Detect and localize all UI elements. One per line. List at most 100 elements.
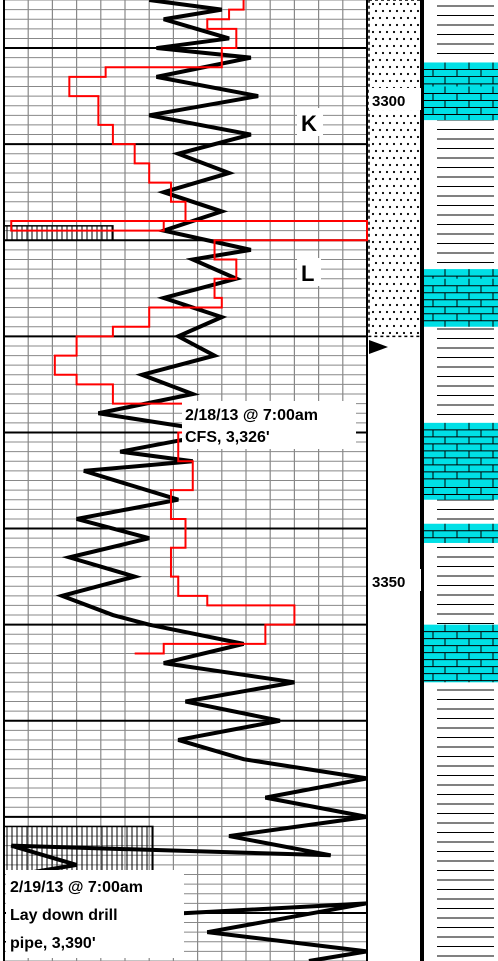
sand-dot [378, 212, 382, 216]
sand-dot [413, 254, 417, 258]
sand-dot [385, 142, 389, 146]
sand-dot [392, 212, 396, 216]
sand-dot [406, 282, 410, 286]
sand-dot [374, 23, 378, 27]
sand-dot [392, 44, 396, 48]
sand-dot [381, 191, 385, 195]
sand-dot [381, 303, 385, 307]
sand-dot [378, 170, 382, 174]
sand-dot [413, 44, 417, 48]
sand-dot [399, 296, 403, 300]
sand-dot [385, 156, 389, 160]
sand-dot [381, 233, 385, 237]
sand-dot [385, 310, 389, 314]
sand-dot [371, 240, 375, 244]
curves [10, 0, 368, 961]
sand-dot [413, 296, 417, 300]
sand-dot [388, 177, 392, 181]
sand-dot [406, 2, 410, 6]
sand-dot [371, 142, 375, 146]
sand-dot [381, 247, 385, 251]
sand-dot [399, 324, 403, 328]
sand-dot [385, 212, 389, 216]
sand-dot [371, 198, 375, 202]
sand-dot [416, 247, 420, 251]
series-line-red [10, 0, 368, 655]
sand-dot [374, 331, 378, 335]
sand-dot [402, 121, 406, 125]
annotation-bg [182, 401, 356, 449]
sand-dot [395, 289, 399, 293]
sand-dot [381, 205, 385, 209]
sand-dot [409, 331, 413, 335]
sand-dot [385, 114, 389, 118]
sand-dot [395, 303, 399, 307]
sand-dot [378, 72, 382, 76]
sand-dot [378, 240, 382, 244]
sand-dot [371, 72, 375, 76]
sand-dot [378, 44, 382, 48]
sand-dot [371, 16, 375, 20]
sand-dot [416, 205, 420, 209]
sand-dot [378, 296, 382, 300]
sand-dot [385, 268, 389, 272]
sand-dot [409, 23, 413, 27]
sand-dot [381, 331, 385, 335]
sand-dot [392, 156, 396, 160]
sand-dot [392, 2, 396, 6]
sand-dot [409, 233, 413, 237]
sand-dot [381, 219, 385, 223]
sand-dot [406, 114, 410, 118]
sand-dot [374, 51, 378, 55]
sand-dot [413, 30, 417, 34]
sand-dot [402, 289, 406, 293]
sand-dot [371, 170, 375, 174]
sand-dot [392, 198, 396, 202]
depth-label-bg [369, 88, 421, 110]
sand-dot [374, 205, 378, 209]
sand-dot [416, 149, 420, 153]
sand-dot [381, 317, 385, 321]
sand-dot [374, 317, 378, 321]
sand-dot [395, 79, 399, 83]
sand-dot [395, 65, 399, 69]
sand-dot [385, 30, 389, 34]
sand-dot [399, 240, 403, 244]
sand-dot [388, 317, 392, 321]
sand-dot [409, 37, 413, 41]
sand-dot [409, 275, 413, 279]
sand-dot [381, 37, 385, 41]
sand-dot [409, 135, 413, 139]
sand-dot [378, 198, 382, 202]
sand-dot [371, 44, 375, 48]
sand-dot [392, 310, 396, 314]
sand-dot [371, 254, 375, 258]
sand-dot [388, 121, 392, 125]
sand-dot [392, 296, 396, 300]
sand-dot [395, 205, 399, 209]
sand-dot [395, 233, 399, 237]
sand-dot [413, 2, 417, 6]
sand-dot [378, 324, 382, 328]
sand-dot [392, 254, 396, 258]
sand-dot [392, 114, 396, 118]
sand-dot [388, 37, 392, 41]
sand-dot [385, 72, 389, 76]
sand-dot [378, 156, 382, 160]
sand-dot [413, 58, 417, 62]
sand-dot [409, 303, 413, 307]
sand-dot [413, 240, 417, 244]
sand-dot [395, 121, 399, 125]
limestone-band [423, 480, 498, 500]
sand-dot [409, 205, 413, 209]
sand-dot [413, 282, 417, 286]
sand-dot [402, 79, 406, 83]
sand-dot [392, 72, 396, 76]
sand-dot [395, 149, 399, 153]
sand-dot [399, 156, 403, 160]
sand-dot [385, 296, 389, 300]
sand-dot [416, 135, 420, 139]
sand-dot [388, 79, 392, 83]
sand-dot [406, 44, 410, 48]
sand-dot [378, 128, 382, 132]
